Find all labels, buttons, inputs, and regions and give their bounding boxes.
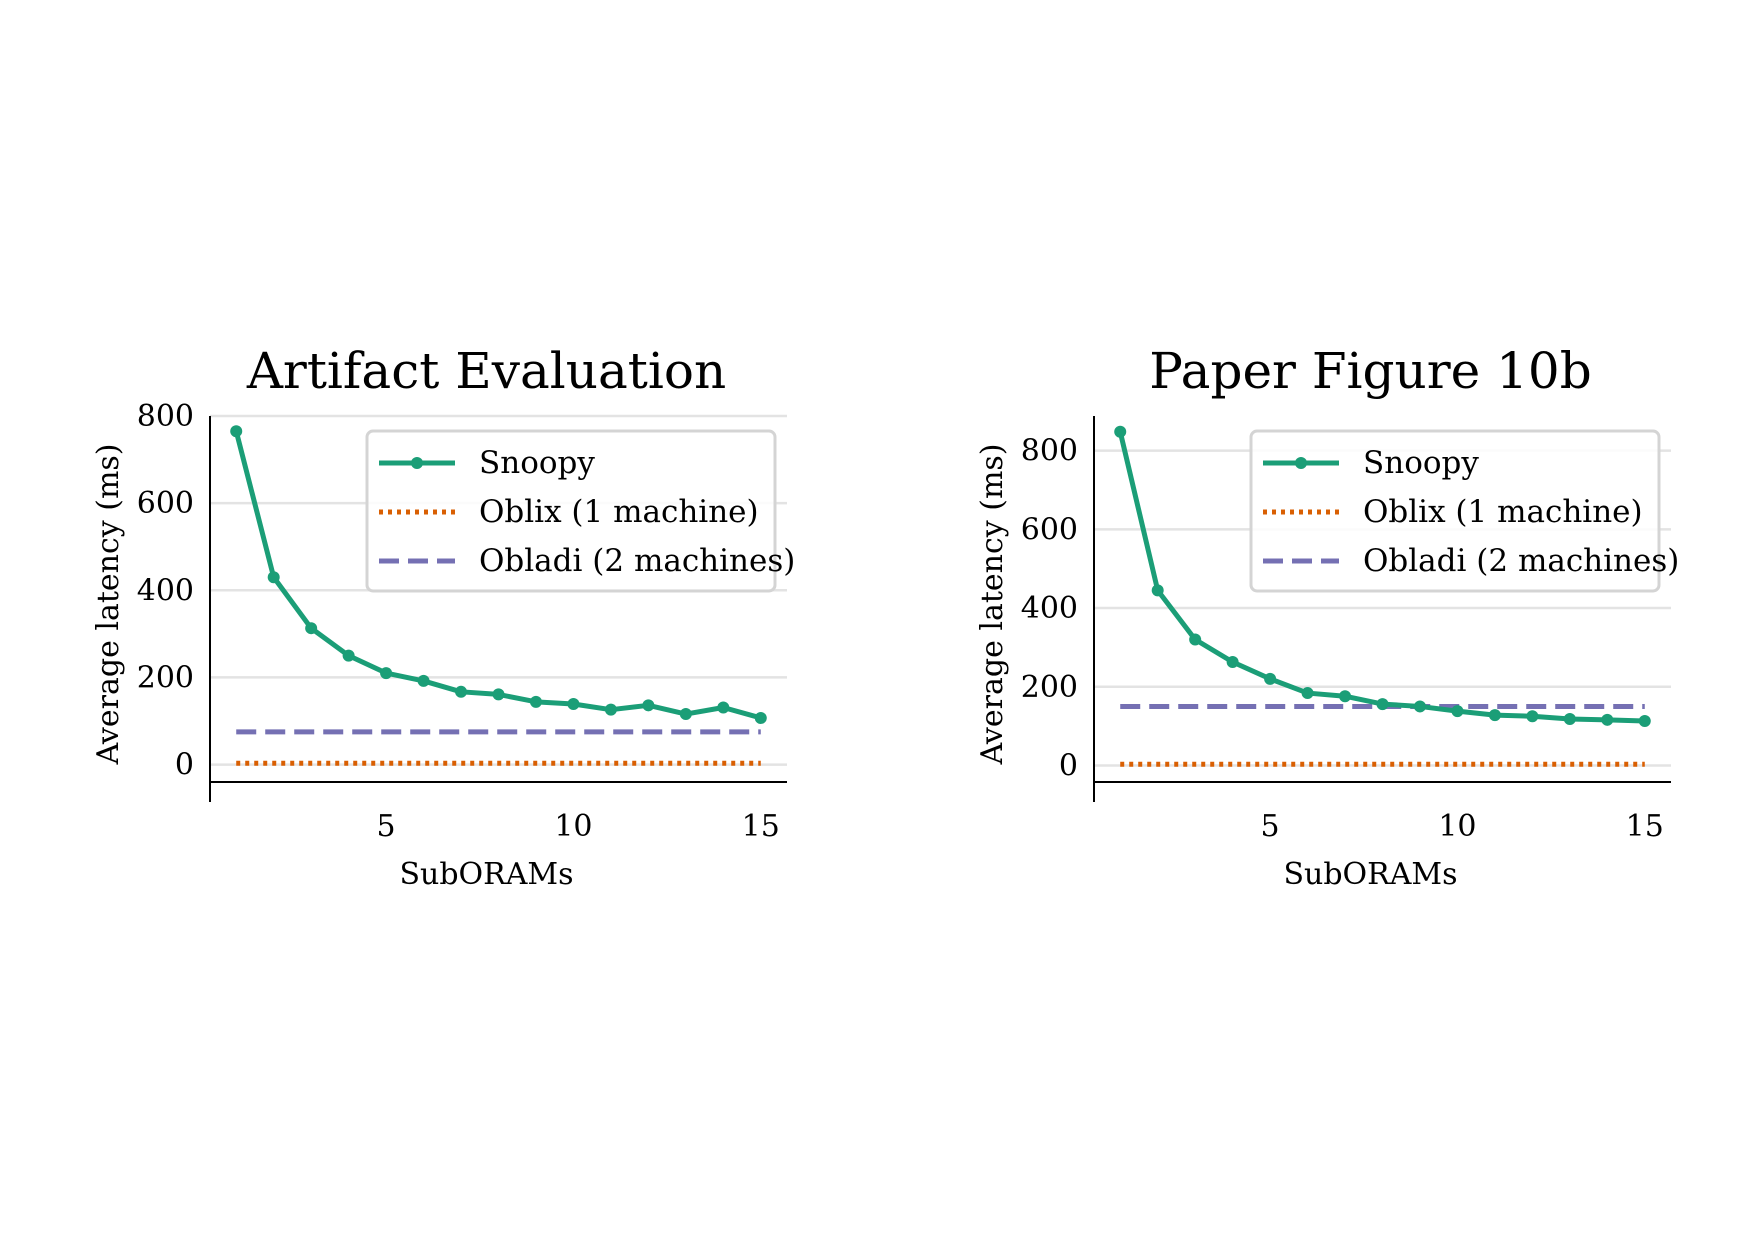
x-tick-label: 15: [1626, 809, 1664, 844]
data-point-snoopy: [455, 685, 468, 698]
data-point-snoopy: [679, 708, 692, 721]
y-tick-label: 400: [137, 573, 194, 608]
data-point-snoopy: [1339, 690, 1352, 703]
chart-paper-figure-10b: 0 200 400 600 800 5 10 15 Paper Figure 10b SubORA…: [975, 342, 1679, 892]
legend-box: [1249, 429, 1661, 593]
y-axis-label: Average latency (ms): [91, 443, 126, 765]
data-point-snoopy: [529, 695, 542, 708]
legend-marker-snoopy: [411, 457, 423, 469]
y-axis-label: Average latency (ms): [975, 443, 1010, 765]
data-point-snoopy: [380, 667, 393, 680]
x-tick-label: 10: [1438, 809, 1476, 844]
legend-label-snoopy: Snoopy: [479, 445, 595, 481]
data-point-snoopy: [492, 688, 505, 701]
data-point-snoopy: [1488, 709, 1501, 722]
data-point-snoopy: [1151, 584, 1164, 597]
data-point-snoopy: [717, 701, 730, 714]
data-point-snoopy: [1413, 700, 1426, 713]
data-point-snoopy: [267, 571, 280, 584]
data-point-snoopy: [567, 698, 580, 711]
data-point-snoopy: [1601, 713, 1614, 726]
y-tick-label: 600: [1021, 512, 1078, 547]
legend-label-obladi-2-machines: Obladi (2 machines): [479, 543, 795, 579]
chart-title: Artifact Evaluation: [246, 342, 726, 400]
data-point-snoopy: [1114, 425, 1127, 438]
data-point-snoopy: [754, 711, 767, 724]
data-point-snoopy: [1264, 672, 1277, 685]
y-tick-label: 600: [137, 486, 194, 521]
x-tick-label: 10: [554, 809, 592, 844]
data-point-snoopy: [1638, 715, 1651, 727]
chart-title: Paper Figure 10b: [1149, 342, 1592, 400]
legend-box: [365, 429, 777, 593]
data-point-snoopy: [1376, 698, 1389, 711]
legend-marker-snoopy: [1295, 457, 1307, 469]
x-axis-label: SubORAMs: [399, 857, 573, 892]
data-point-snoopy: [1563, 713, 1576, 726]
data-point-snoopy: [1301, 687, 1314, 700]
x-axis-label: SubORAMs: [1283, 857, 1457, 892]
y-tick-label: 0: [175, 748, 194, 783]
legend-label-snoopy: Snoopy: [1363, 445, 1479, 481]
data-point-snoopy: [342, 649, 355, 662]
data-point-snoopy: [1189, 633, 1202, 646]
x-tick-label: 15: [742, 809, 780, 844]
legend-label-oblix-1-machine: Oblix (1 machine): [479, 494, 759, 530]
data-point-snoopy: [642, 699, 655, 712]
y-tick-label: 200: [137, 660, 194, 695]
legend-label-oblix-1-machine: Oblix (1 machine): [1363, 494, 1643, 530]
data-point-snoopy: [230, 425, 243, 438]
y-tick-label: 800: [1021, 434, 1078, 469]
legend-label-obladi-2-machines: Obladi (2 machines): [1363, 543, 1679, 579]
x-tick-label: 5: [377, 809, 396, 844]
data-point-snoopy: [1526, 710, 1539, 723]
chart-artifact-evaluation: 0 200 400 600 800 5 10 15 Artifact Evaluation Sub…: [91, 342, 795, 892]
data-point-snoopy: [604, 703, 617, 716]
data-point-snoopy: [305, 622, 318, 635]
y-tick-label: 800: [137, 399, 194, 434]
data-point-snoopy: [1451, 705, 1464, 718]
y-tick-label: 0: [1059, 748, 1078, 783]
y-tick-label: 400: [1021, 591, 1078, 626]
y-tick-label: 200: [1021, 670, 1078, 705]
data-point-snoopy: [417, 674, 430, 687]
x-tick-label: 5: [1261, 809, 1280, 844]
data-point-snoopy: [1226, 655, 1239, 668]
